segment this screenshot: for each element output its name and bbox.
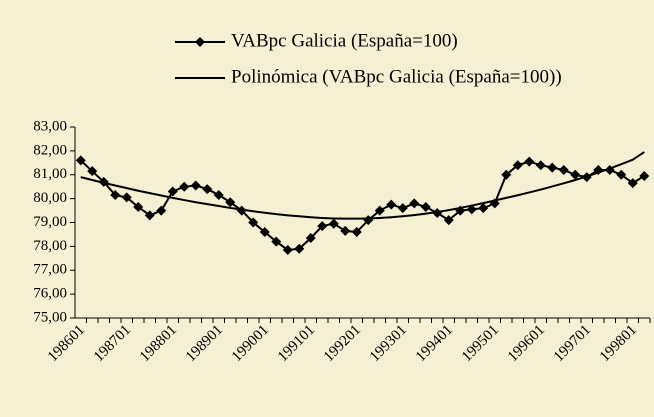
legend-marker xyxy=(195,37,205,47)
legend-label: VABpc Galicia (España=100) xyxy=(231,30,458,51)
y-tick-label: 78,00 xyxy=(33,238,67,254)
y-tick-label: 82,00 xyxy=(33,142,67,158)
legend-label: Polinómica (VABpc Galicia (España=100)) xyxy=(231,66,562,87)
data-point xyxy=(558,164,569,175)
data-point xyxy=(248,217,259,228)
data-point xyxy=(351,227,362,238)
data-point xyxy=(121,192,132,203)
data-point xyxy=(374,205,385,216)
data-point xyxy=(305,233,316,244)
data-point xyxy=(179,181,190,192)
data-point xyxy=(167,186,178,197)
data-point xyxy=(144,210,155,221)
data-point xyxy=(524,156,535,167)
data-point xyxy=(271,236,282,247)
y-tick-label: 77,00 xyxy=(33,262,67,278)
data-point xyxy=(535,160,546,171)
data-point xyxy=(133,201,144,212)
data-point xyxy=(213,190,224,201)
data-point xyxy=(639,170,650,181)
data-point xyxy=(478,203,489,214)
data-point xyxy=(294,243,305,254)
data-point xyxy=(616,169,627,180)
data-point xyxy=(340,225,351,236)
data-point xyxy=(225,197,236,208)
data-point xyxy=(110,190,121,201)
data-point xyxy=(512,160,523,171)
data-point xyxy=(87,166,98,177)
data-point xyxy=(501,169,512,180)
y-tick-label: 75,00 xyxy=(33,309,67,325)
data-point xyxy=(190,180,201,191)
data-point xyxy=(75,155,86,166)
data-point xyxy=(397,203,408,214)
data-point xyxy=(317,221,328,232)
data-point xyxy=(386,199,397,210)
y-tick-label: 80,00 xyxy=(33,190,67,206)
data-point xyxy=(443,215,454,226)
data-point xyxy=(328,218,339,229)
data-point xyxy=(202,184,213,195)
data-point xyxy=(547,162,558,173)
data-point xyxy=(627,178,638,189)
data-point xyxy=(409,198,420,209)
series-line xyxy=(80,151,645,220)
data-point xyxy=(282,244,293,255)
data-point xyxy=(570,169,581,180)
data-point xyxy=(259,227,270,238)
data-point xyxy=(420,201,431,212)
data-point xyxy=(156,205,167,216)
y-tick-label: 76,00 xyxy=(33,286,67,302)
y-tick-label: 83,00 xyxy=(33,118,67,134)
y-tick-label: 79,00 xyxy=(33,214,67,230)
y-tick-label: 81,00 xyxy=(33,166,67,182)
